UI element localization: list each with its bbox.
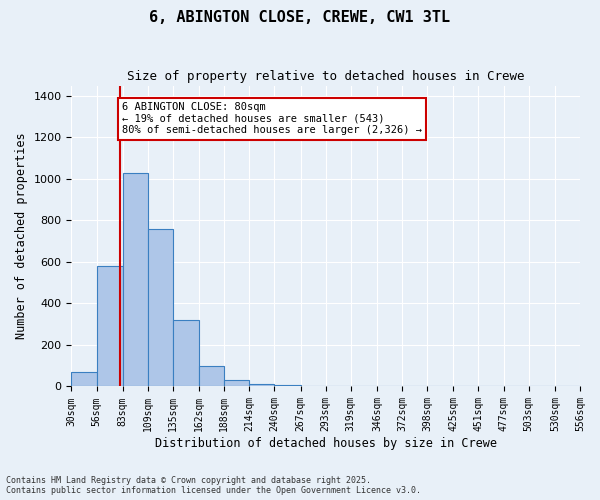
Text: 6, ABINGTON CLOSE, CREWE, CW1 3TL: 6, ABINGTON CLOSE, CREWE, CW1 3TL [149, 10, 451, 25]
Bar [148, 229, 173, 386]
Bar [199, 366, 224, 386]
Text: Contains HM Land Registry data © Crown copyright and database right 2025.
Contai: Contains HM Land Registry data © Crown c… [6, 476, 421, 495]
Bar [173, 320, 199, 386]
Bar [224, 380, 250, 386]
Bar [97, 266, 122, 386]
Title: Size of property relative to detached houses in Crewe: Size of property relative to detached ho… [127, 70, 524, 83]
Y-axis label: Number of detached properties: Number of detached properties [15, 132, 28, 340]
X-axis label: Distribution of detached houses by size in Crewe: Distribution of detached houses by size … [155, 437, 497, 450]
Bar [250, 384, 274, 386]
Text: 6 ABINGTON CLOSE: 80sqm
← 19% of detached houses are smaller (543)
80% of semi-d: 6 ABINGTON CLOSE: 80sqm ← 19% of detache… [122, 102, 422, 136]
Bar [71, 372, 97, 386]
Bar [122, 172, 148, 386]
